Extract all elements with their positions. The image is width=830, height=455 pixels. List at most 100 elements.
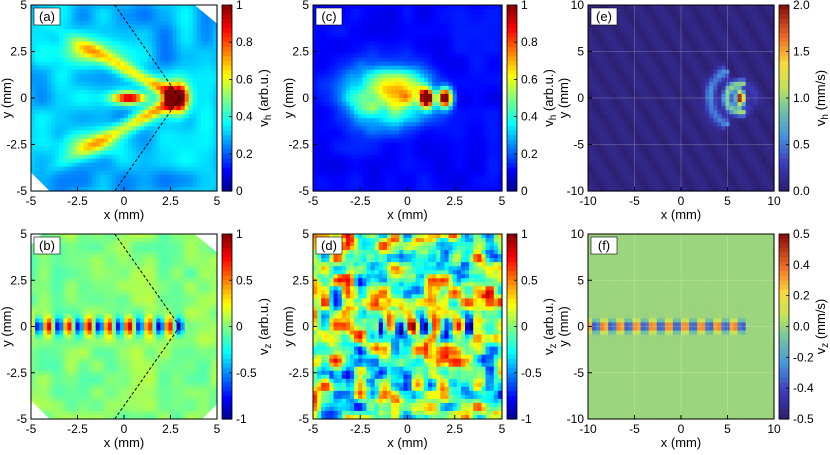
heatmap-cell (428, 186, 433, 192)
heatmap-cell (208, 17, 214, 22)
heatmap-cell (407, 61, 413, 67)
heatmap-cell (452, 77, 458, 83)
y-tick-label: -5 (298, 184, 309, 198)
heatmap-cell (212, 25, 218, 30)
heatmap-cell (59, 166, 64, 172)
heatmap-cell (456, 98, 462, 103)
heatmap-cell (608, 166, 613, 172)
heatmap-cell (156, 5, 161, 10)
heatmap-cell (333, 170, 339, 176)
heatmap-cell (497, 118, 503, 123)
heatmap-cell (75, 25, 81, 30)
heatmap-cell (460, 33, 466, 38)
heatmap-cell (358, 154, 363, 160)
colorbar-tick-label: 0 (521, 184, 528, 198)
heatmap-cell (144, 85, 149, 91)
heatmap-cell (164, 13, 170, 18)
heatmap-cell (67, 49, 73, 55)
heatmap-cell (136, 130, 141, 135)
heatmap-cell (115, 102, 121, 107)
heatmap-cell (349, 21, 355, 26)
heatmap-cell (333, 41, 339, 47)
heatmap-cell (168, 89, 174, 95)
heatmap-cell (349, 110, 355, 115)
heatmap-cell (63, 81, 68, 87)
heatmap-cell (148, 118, 153, 123)
heatmap-cell (345, 57, 351, 63)
heatmap-cell (119, 170, 125, 176)
heatmap-cell (152, 85, 157, 91)
heatmap-cell (497, 17, 503, 22)
heatmap-cell (477, 33, 483, 38)
colorbar-tick-label: 0.2 (521, 147, 538, 161)
heatmap-cell (115, 85, 121, 91)
heatmap-cell (172, 126, 178, 131)
heatmap-cell (35, 142, 40, 148)
heatmap-cell (477, 85, 483, 91)
heatmap-cell (75, 53, 81, 59)
heatmap-cell (35, 33, 40, 38)
heatmap-cell (160, 102, 166, 107)
heatmap-cell (473, 134, 478, 140)
heatmap-cell (119, 77, 125, 83)
heatmap-cell (624, 166, 630, 172)
heatmap-cell (180, 162, 186, 168)
heatmap-cell (132, 142, 137, 148)
heatmap-cell (128, 9, 133, 14)
heatmap-cell (636, 134, 642, 140)
heatmap-cell (325, 122, 331, 127)
heatmap-cell (148, 186, 153, 192)
heatmap-cell (63, 162, 68, 168)
heatmap-cell (448, 174, 454, 180)
heatmap-cell (481, 166, 487, 172)
heatmap-cell (168, 158, 174, 164)
heatmap-cell (200, 77, 206, 83)
heatmap-cell (604, 150, 609, 156)
heatmap-cell (75, 106, 81, 111)
heatmap-cell (43, 53, 48, 59)
heatmap-cell (481, 126, 487, 131)
heatmap-cell (160, 9, 166, 14)
heatmap-cell (391, 118, 396, 123)
heatmap-cell (140, 98, 145, 103)
heatmap-cell (354, 77, 359, 83)
heatmap-cell (399, 89, 404, 95)
heatmap-cell (596, 170, 601, 176)
heatmap-cell (115, 134, 121, 140)
heatmap-cell (341, 37, 347, 42)
heatmap-cell (124, 41, 129, 47)
heatmap-cell (208, 158, 214, 164)
heatmap-cell (600, 138, 605, 144)
heatmap-cell (95, 69, 101, 75)
heatmap-cell (469, 25, 474, 30)
heatmap-cell (592, 69, 597, 75)
heatmap-cell (128, 85, 133, 91)
heatmap-cell (391, 41, 396, 47)
heatmap-cell (436, 114, 441, 119)
heatmap-cell (497, 178, 503, 184)
heatmap-cell (403, 89, 409, 95)
heatmap-cell (428, 126, 433, 131)
heatmap-cell (419, 174, 425, 180)
heatmap-cell (160, 25, 166, 30)
heatmap-cell (184, 81, 190, 87)
heatmap-cell (366, 53, 372, 59)
heatmap-cell (329, 154, 335, 160)
heatmap-cell (456, 49, 462, 55)
heatmap-cell (345, 69, 351, 75)
heatmap-cell (132, 170, 137, 176)
heatmap-cell (366, 158, 372, 164)
heatmap-cell (636, 102, 642, 107)
heatmap-cell (156, 162, 161, 168)
heatmap-cell (473, 81, 478, 87)
heatmap-cell (358, 37, 363, 42)
heatmap-cell (192, 65, 198, 71)
heatmap-cell (403, 81, 409, 87)
heatmap-cell (164, 65, 170, 71)
heatmap-cell (386, 182, 392, 188)
heatmap-cell (341, 81, 347, 87)
heatmap-cell (31, 45, 36, 51)
heatmap-cell (473, 150, 478, 156)
heatmap-cell (616, 142, 621, 148)
heatmap-cell (374, 166, 380, 172)
